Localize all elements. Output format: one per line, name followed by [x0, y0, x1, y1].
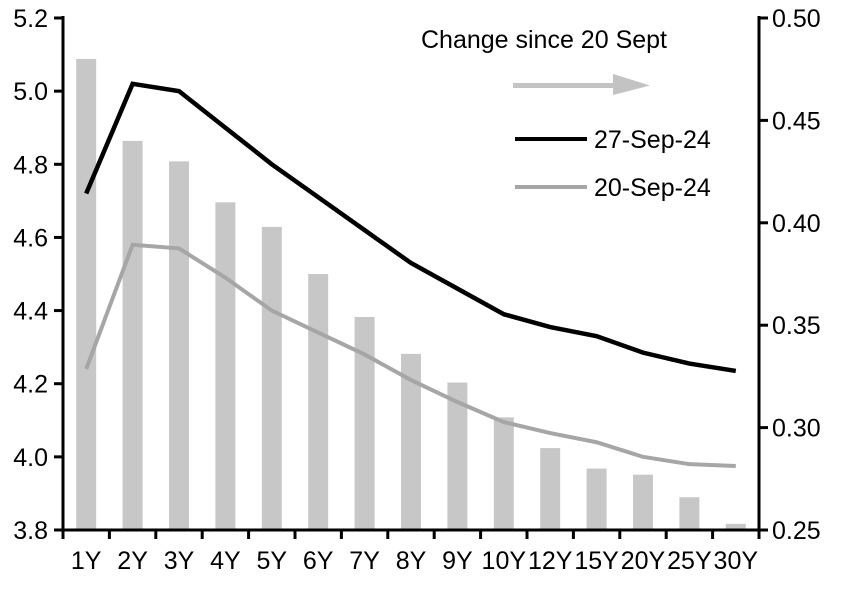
left-tick-label: 4.2: [13, 371, 48, 399]
legend: Change since 20 Sept 27-Sep-24 20-Sep-24: [421, 26, 711, 202]
bars-change-since-20-sept: [76, 58, 746, 531]
x-tick-label-20Y: 20Y: [621, 547, 666, 575]
x-tick-label-1Y: 1Y: [71, 547, 102, 575]
bar-4Y: [215, 202, 236, 530]
bar-20Y: [633, 474, 653, 530]
x-tick-label-10Y: 10Y: [482, 547, 527, 575]
x-tick-label-5Y: 5Y: [257, 547, 288, 575]
left-tick-label: 3.8: [13, 517, 48, 545]
left-tick-label: 5.0: [13, 78, 48, 106]
legend-title: Change since 20 Sept: [421, 26, 667, 54]
right-tick-label: 0.35: [772, 312, 821, 340]
left-tick-label: 5.2: [13, 5, 48, 33]
bar-30Y: [725, 523, 746, 530]
right-tick-label: 0.30: [772, 415, 821, 443]
bar-9Y: [447, 382, 468, 530]
right-tick-label: 0.50: [772, 5, 821, 33]
left-tick-label: 4.0: [13, 444, 48, 472]
x-tick-label-30Y: 30Y: [714, 547, 759, 575]
bar-25Y: [679, 497, 700, 530]
x-tick-label-6Y: 6Y: [303, 547, 334, 575]
bar-3Y: [169, 161, 189, 531]
right-tick-label: 0.40: [772, 210, 821, 238]
right-tick-label: 0.45: [772, 107, 821, 135]
bar-15Y: [586, 468, 607, 530]
bar-5Y: [261, 226, 282, 530]
x-tick-label-25Y: 25Y: [667, 547, 712, 575]
bar-7Y: [354, 317, 375, 530]
bar-2Y: [122, 140, 143, 530]
legend-label-20-sep-24: 20-Sep-24: [594, 174, 711, 202]
legend-label-27-sep-24: 27-Sep-24: [594, 126, 711, 154]
x-tick-label-15Y: 15Y: [574, 547, 619, 575]
x-tick-label-3Y: 3Y: [164, 547, 195, 575]
x-tick-label-9Y: 9Y: [442, 547, 473, 575]
x-tick-label-12Y: 12Y: [528, 547, 573, 575]
left-tick-label: 4.4: [13, 298, 48, 326]
bar-8Y: [401, 353, 421, 530]
x-tick-label-2Y: 2Y: [117, 547, 148, 575]
bar-10Y: [493, 417, 514, 530]
yield-lines: [84, 81, 737, 468]
x-tick-label-7Y: 7Y: [349, 547, 380, 575]
x-tick-label-8Y: 8Y: [396, 547, 427, 575]
left-tick-label: 4.6: [13, 224, 48, 252]
axes: 5.2 5.0 4.8 4.6 4.4 4.2 4.0 3.8 0.50 0.45 0.40 0.35…: [13, 5, 820, 575]
change-arrow-icon: [513, 74, 650, 95]
bar-12Y: [540, 448, 561, 530]
line-20-sep-24: [84, 242, 736, 468]
left-tick-label: 4.8: [13, 151, 48, 179]
x-tick-label-4Y: 4Y: [210, 547, 241, 575]
bar-1Y: [76, 58, 97, 531]
bar-6Y: [308, 274, 329, 530]
line-27-sep-24: [84, 81, 737, 374]
right-tick-label: 0.25: [772, 517, 821, 545]
